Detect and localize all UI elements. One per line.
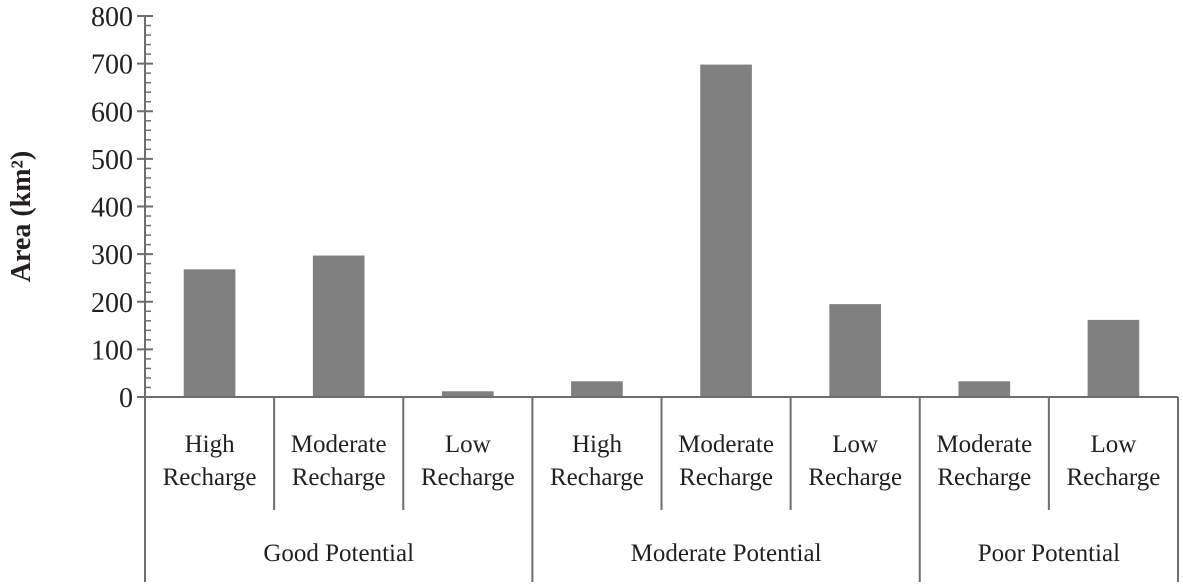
y-axis-title: Area (km²) (6, 151, 37, 283)
category-label: Moderate Recharge (936, 431, 1032, 491)
y-tick-label: 100 (91, 335, 133, 366)
y-tick-label: 200 (91, 288, 133, 319)
bar (183, 269, 236, 397)
y-tick-label: 500 (91, 145, 133, 176)
group-label: Poor Potential (978, 540, 1120, 567)
y-tick-label: 600 (91, 97, 133, 128)
category-label: High Recharge (163, 431, 257, 491)
bar (1087, 319, 1140, 397)
y-tick-label: 400 (91, 193, 133, 224)
y-tick-label: 0 (119, 383, 133, 414)
group-label: Good Potential (263, 540, 414, 567)
x-axis: High Recharge Moderate Recharge Low Recharge H… (144, 396, 1179, 582)
category-label: High Recharge (550, 431, 644, 491)
y-axis: 0 100 200 300 400 500 600 700 800 (91, 2, 153, 414)
category-label: Moderate Recharge (291, 431, 387, 491)
y-tick-label: 700 (91, 50, 133, 81)
y-tick-label: 800 (91, 2, 133, 33)
bar (571, 381, 623, 397)
bar (829, 304, 882, 397)
category-label: Low Recharge (421, 431, 515, 491)
category-label: Low Recharge (808, 431, 902, 491)
category-label: Low Recharge (1066, 431, 1160, 491)
bar (312, 255, 365, 397)
bar (441, 391, 494, 397)
y-tick-label: 300 (91, 240, 133, 271)
bars (183, 64, 1140, 397)
bar (958, 381, 1011, 397)
bar (700, 64, 752, 397)
category-label: Moderate Recharge (678, 431, 774, 491)
group-label: Moderate Potential (631, 540, 822, 567)
